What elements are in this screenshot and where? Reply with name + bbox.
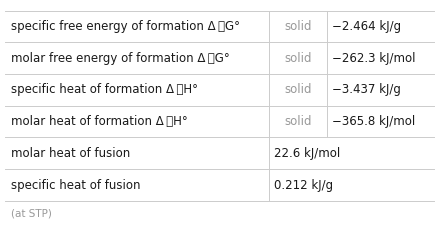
Text: molar heat of formation Δ ₟H°: molar heat of formation Δ ₟H° (11, 115, 187, 128)
Text: solid: solid (283, 52, 311, 65)
Text: molar heat of fusion: molar heat of fusion (11, 147, 130, 160)
Text: specific heat of fusion: specific heat of fusion (11, 179, 140, 192)
Text: specific free energy of formation Δ ₟G°: specific free energy of formation Δ ₟G° (11, 20, 239, 33)
Text: solid: solid (283, 115, 311, 128)
Text: 22.6 kJ/mol: 22.6 kJ/mol (273, 147, 339, 160)
Text: −365.8 kJ/mol: −365.8 kJ/mol (331, 115, 414, 128)
Text: solid: solid (283, 20, 311, 33)
Text: −3.437 kJ/g: −3.437 kJ/g (331, 83, 400, 96)
Text: solid: solid (283, 83, 311, 96)
Text: −2.464 kJ/g: −2.464 kJ/g (331, 20, 400, 33)
Text: (at STP): (at STP) (11, 209, 51, 219)
Text: 0.212 kJ/g: 0.212 kJ/g (273, 179, 332, 192)
Text: specific heat of formation Δ ₟H°: specific heat of formation Δ ₟H° (11, 83, 197, 96)
Text: molar free energy of formation Δ ₟G°: molar free energy of formation Δ ₟G° (11, 52, 229, 65)
Text: −262.3 kJ/mol: −262.3 kJ/mol (331, 52, 414, 65)
